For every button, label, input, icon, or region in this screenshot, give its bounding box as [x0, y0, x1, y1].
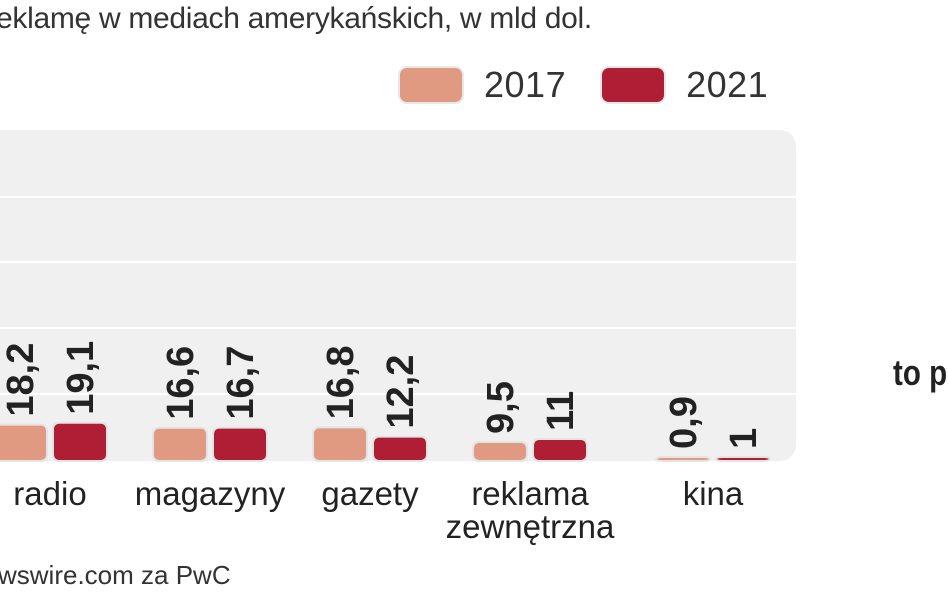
category-label-3: reklama zewnętrzna: [446, 475, 615, 545]
value-label-2017-2: 16,8: [320, 345, 362, 419]
value-label-2017-3: 9,5: [480, 381, 522, 434]
value-label-2017-0: 18,2: [0, 343, 42, 417]
legend-label-2021: 2021: [686, 64, 769, 105]
value-label-2021-1: 16,7: [220, 346, 262, 420]
bar-2021-2: [372, 435, 428, 463]
legend-swatch-2021: [602, 68, 665, 102]
bar-2021-0: [52, 421, 108, 462]
value-label-2017-4: 0,9: [663, 396, 705, 449]
legend-item-2021: 2021: [602, 64, 768, 106]
value-label-2017-1: 16,6: [160, 346, 202, 420]
bar-2017-0: [0, 423, 48, 462]
category-label-2: gazety: [321, 475, 419, 512]
category-label-1: magazyny: [135, 475, 286, 512]
chart-subtitle: eklamę w mediach amerykańskich, w mld do…: [0, 2, 592, 35]
legend-swatch-2017: [400, 68, 462, 102]
bar-2021-3: [532, 438, 588, 462]
bar-2017-1: [152, 426, 208, 462]
category-label-4: kina: [683, 475, 744, 512]
bar-2017-2: [312, 426, 368, 462]
bar-2021-4: [715, 456, 771, 462]
legend: 2017 2021: [400, 64, 804, 106]
value-label-2021-3: 11: [540, 391, 582, 431]
legend-label-2017: 2017: [484, 64, 567, 105]
bar-2021-1: [212, 426, 268, 463]
legend-item-2017: 2017: [400, 64, 566, 106]
side-text-fragment: to p: [893, 352, 948, 393]
plot-area: [0, 130, 796, 461]
value-label-2021-0: 19,1: [60, 341, 102, 415]
value-label-2021-4: 1: [723, 428, 765, 449]
source-note: wswire.com za PwC: [0, 560, 231, 590]
category-label-0: radio: [13, 475, 86, 512]
bar-2017-3: [472, 441, 528, 462]
bar-2017-4: [655, 456, 711, 462]
value-label-2021-2: 12,2: [380, 355, 422, 429]
